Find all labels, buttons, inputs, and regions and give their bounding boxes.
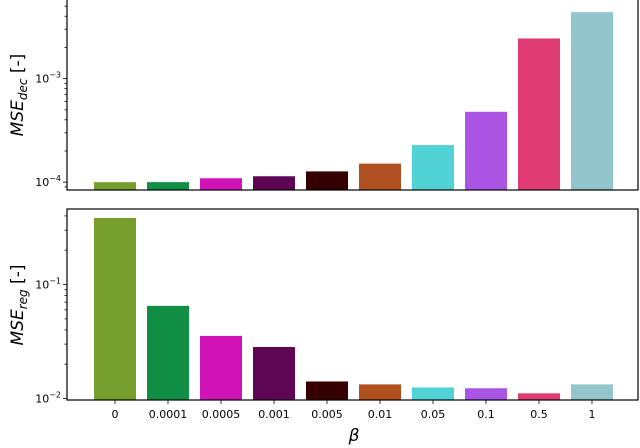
bar-0.005 — [306, 171, 348, 190]
bar-0.5 — [518, 38, 560, 190]
bar-0.01 — [359, 384, 401, 400]
y-tick-label: 10−3 — [35, 71, 61, 86]
x-tick-label: 0.05 — [421, 408, 446, 421]
bar-0 — [94, 217, 136, 400]
bar-0.1 — [465, 111, 507, 190]
bar-0.005 — [306, 381, 348, 400]
x-tick-label: 0.01 — [368, 408, 393, 421]
y-tick-label: 10−4 — [35, 174, 61, 189]
bar-0.001 — [253, 176, 295, 190]
y-tick-label: 10−1 — [35, 277, 61, 292]
bar-0.0005 — [200, 178, 242, 190]
bar-0.05 — [412, 145, 454, 190]
bar-1 — [571, 384, 613, 400]
axes-frame — [66, 0, 639, 191]
axes-frame — [66, 208, 639, 401]
x-tick-label: 0.0005 — [202, 408, 241, 421]
y-axis-label: MSEreg [-] — [8, 265, 30, 346]
y-tick-label: 10−2 — [35, 390, 61, 405]
x-axis-label: β — [348, 426, 360, 446]
x-tick-label: 0.001 — [258, 408, 290, 421]
bar-0.001 — [253, 347, 295, 400]
bar-0.0005 — [200, 335, 242, 400]
bar-0.01 — [359, 163, 401, 190]
x-tick-label: 1 — [589, 408, 596, 421]
x-tick-label: 0 — [112, 408, 119, 421]
bar-0.1 — [465, 388, 507, 400]
bar-0.5 — [518, 393, 560, 400]
panel-mse-dec: 10−4 10−3 MSEdec [-] — [8, 0, 639, 191]
bar-0.05 — [412, 387, 454, 400]
bar-0.0001 — [147, 182, 189, 190]
x-tick-label: 0.0001 — [149, 408, 188, 421]
panel-mse-reg: 10−2 10−1 MSEreg [-] 0 0.0001 0.0005 0.001 0.00… — [8, 208, 639, 421]
bar-0 — [94, 182, 136, 190]
x-tick-label: 0.5 — [530, 408, 548, 421]
bar-1 — [571, 12, 613, 191]
x-tick-label: 0.1 — [477, 408, 495, 421]
y-axis-label: MSEdec [-] — [8, 54, 30, 137]
bar-0.0001 — [147, 305, 189, 400]
x-tick-label: 0.005 — [311, 408, 343, 421]
